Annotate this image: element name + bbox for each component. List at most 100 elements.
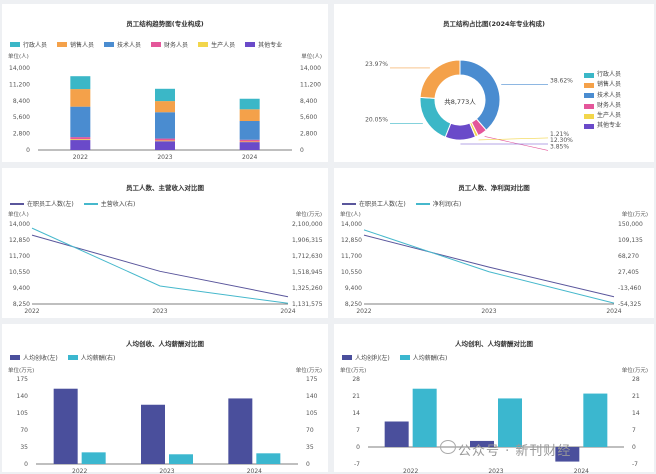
leader-line <box>478 137 549 141</box>
y-tick-left: 0 <box>24 461 28 468</box>
legend: 在职员工人数(左) 净利润(右) <box>342 199 461 208</box>
legend: 人均创收(左) 人均薪酬(右) <box>10 353 115 362</box>
legend-item-staff[interactable]: 在职员工人数(左) <box>342 199 406 208</box>
bar-segment <box>239 98 260 110</box>
bar <box>498 398 522 447</box>
y-tick-left: 14,000 <box>341 221 362 228</box>
bar-segment <box>155 88 175 102</box>
y-tick-left: 0 <box>356 444 360 451</box>
y-tick-right: 68,270 <box>618 253 639 260</box>
bar <box>81 452 106 464</box>
bar-segment <box>70 106 91 138</box>
x-tick-label: 2023 <box>481 308 496 315</box>
watermark: 公众号 · 新刊财经 <box>458 444 572 459</box>
bar <box>256 453 281 464</box>
x-tick-label: 2022 <box>72 468 87 474</box>
bar-segment <box>70 89 91 107</box>
bar-segment <box>155 138 175 141</box>
y-tick-right: -54,325 <box>618 301 641 308</box>
y-tick-left: 10,550 <box>9 269 30 276</box>
bar <box>412 388 437 447</box>
y-tick-right: 35 <box>306 444 314 451</box>
donut-slice <box>444 122 477 141</box>
legend-item-finance[interactable]: 财务人员 <box>584 101 621 111</box>
y-tick-left: 105 <box>17 410 29 417</box>
y-tick-right: 0 <box>306 461 310 468</box>
legend-item-other[interactable]: 其他专业 <box>245 40 282 49</box>
bar-segment <box>70 140 91 150</box>
legend-item-profit-per-capita[interactable]: 人均创利(左) <box>342 353 390 362</box>
series-line <box>31 227 289 304</box>
y-tick-left: 140 <box>17 393 29 400</box>
y-tick-left: 14,000 <box>9 221 30 228</box>
y-tick-right: 21 <box>632 393 640 400</box>
chart-staff-profit: 8,250 9,400 10,550 11,700 12,850 14,000 -54,32… <box>341 221 643 315</box>
x-tick-label: 2023 <box>157 154 172 161</box>
legend-item-other[interactable]: 其他专业 <box>584 121 621 131</box>
slice-value-label: 20.05% <box>365 117 388 124</box>
legend: 行政人员 销售人员 技术人员 财务人员 生产人员 其他专业 <box>10 40 282 49</box>
legend: 行政人员 销售人员 技术人员 财务人员 生产人员 其他专业 <box>584 70 621 132</box>
legend-item-revenue[interactable]: 主营收入(右) <box>83 199 135 208</box>
bar <box>555 447 580 462</box>
panel-structure-share: 员工结构占比图(2024年专业构成) 20.05% 23.97% 38.62% 3.8… <box>334 4 654 162</box>
unit-left: 单位(人) <box>8 212 29 218</box>
legend-item-production[interactable]: 生产人员 <box>584 111 621 121</box>
legend-item-finance[interactable]: 财务人员 <box>151 40 188 49</box>
chart-profit-per-capita: -7 -7 0 0 7 7 14 14 21 21 28 28 2022 2023 2024 <box>352 376 640 474</box>
bar-segment <box>239 141 260 143</box>
y-tick-right: 2,100,000 <box>292 221 323 228</box>
legend-item-salary-per-capita[interactable]: 人均薪酬(右) <box>67 353 115 362</box>
y-tick-left: 14,000 <box>9 65 30 72</box>
bar-segment <box>239 142 260 150</box>
legend-item-sales[interactable]: 销售人员 <box>584 80 621 90</box>
unit-right: 单位(万元) <box>295 212 322 218</box>
y-tick-right: 2,800 <box>300 131 317 138</box>
y-tick-right: -7 <box>632 461 638 468</box>
legend-item-revenue-per-capita[interactable]: 人均创收(左) <box>10 353 58 362</box>
legend-item-salary-per-capita[interactable]: 人均薪酬(右) <box>399 353 447 362</box>
panel-title: 员工结构趋势图(专业构成) <box>126 20 204 28</box>
bar-segment <box>70 137 91 140</box>
panel-profit-per-capita: 人均创利、人均薪酬对比图 人均创利(左) 人均薪酬(右) 单位(万元) 单位(万… <box>334 324 654 474</box>
y-tick-right: 1,325,260 <box>292 285 323 292</box>
x-tick-label: 2023 <box>488 468 503 474</box>
legend-item-sales[interactable]: 销售人员 <box>57 40 94 49</box>
legend-item-admin[interactable]: 行政人员 <box>10 40 47 49</box>
bar <box>169 454 193 464</box>
legend-item-production[interactable]: 生产人员 <box>198 40 235 49</box>
y-tick-left: 10,550 <box>341 269 362 276</box>
unit-right: 单位(万元) <box>621 368 648 374</box>
y-tick-right: 1,518,945 <box>292 269 323 276</box>
slice-value-label: 23.97% <box>365 61 388 68</box>
slice-value-label: 12.30% <box>550 137 573 144</box>
legend-item-staff[interactable]: 在职员工人数(左) <box>10 199 74 208</box>
bar-segment <box>239 109 260 122</box>
series-line <box>363 229 615 304</box>
legend-item-profit[interactable]: 净利润(右) <box>415 199 461 208</box>
unit-left: 单位(人) <box>340 212 361 218</box>
x-tick-label: 2023 <box>152 308 167 315</box>
y-tick-left: 5,600 <box>13 114 30 121</box>
x-tick-label: 2023 <box>159 468 174 474</box>
legend-item-admin[interactable]: 行政人员 <box>584 70 621 80</box>
legend-item-tech[interactable]: 技术人员 <box>584 91 621 101</box>
y-tick-right: 14,000 <box>300 65 321 72</box>
y-tick-right: 0 <box>300 147 304 154</box>
slice-value-label: 1.21% <box>550 131 569 138</box>
y-tick-right: 0 <box>632 444 636 451</box>
y-tick-left: 8,250 <box>345 301 362 308</box>
panel-revenue-per-capita: 人均创收、人均薪酬对比图 人均创收(左) 人均薪酬(右) 单位(万元) 单位(万… <box>2 324 328 474</box>
y-tick-left: 0 <box>26 147 30 154</box>
y-tick-left: 28 <box>352 376 360 383</box>
legend-item-tech[interactable]: 技术人员 <box>104 40 141 49</box>
y-tick-right: 7 <box>632 427 636 434</box>
bar-segment <box>155 141 175 150</box>
y-tick-right: 8,400 <box>300 98 317 105</box>
unit-right: 单位(万元) <box>621 212 648 218</box>
y-tick-right: 1,906,315 <box>292 237 323 244</box>
legend: 人均创利(左) 人均薪酬(右) <box>342 353 447 362</box>
y-tick-right: 1,712,630 <box>292 253 323 260</box>
y-tick-left: 8,250 <box>13 301 30 308</box>
y-tick-left: 11,700 <box>341 253 362 260</box>
